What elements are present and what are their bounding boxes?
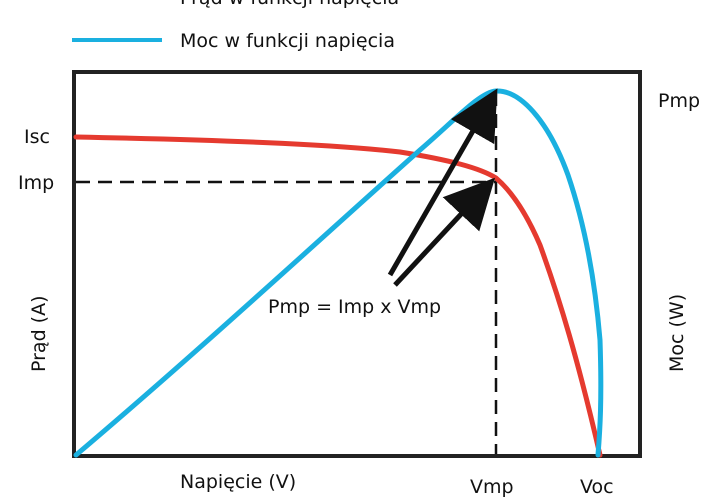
- legend: Prąd w funkcji napięcia Moc w funkcji na…: [72, 0, 399, 52]
- tick-imp: Imp: [18, 172, 54, 194]
- tick-vmp: Vmp: [470, 476, 514, 498]
- tick-pmp: Pmp: [658, 90, 700, 112]
- plot-frame: [72, 70, 642, 458]
- legend-label-power: Moc w funkcji napięcia: [180, 30, 395, 52]
- power-curve: [73, 88, 604, 458]
- formula-annotation: Pmp = Imp x Vmp: [268, 296, 441, 318]
- tick-voc: Voc: [580, 476, 614, 498]
- y-axis-left-label: Prąd (A): [28, 295, 50, 372]
- arrow-to-pmp: [387, 88, 498, 277]
- arrow-to-imp-vmp: [393, 177, 496, 287]
- y-axis-right-label: Moc (W): [666, 294, 688, 372]
- tick-isc: Isc: [24, 126, 50, 148]
- current-curve: [73, 134, 603, 458]
- x-axis-label: Napięcie (V): [180, 471, 296, 493]
- legend-label-current: Prąd w funkcji napięcia: [180, 0, 399, 9]
